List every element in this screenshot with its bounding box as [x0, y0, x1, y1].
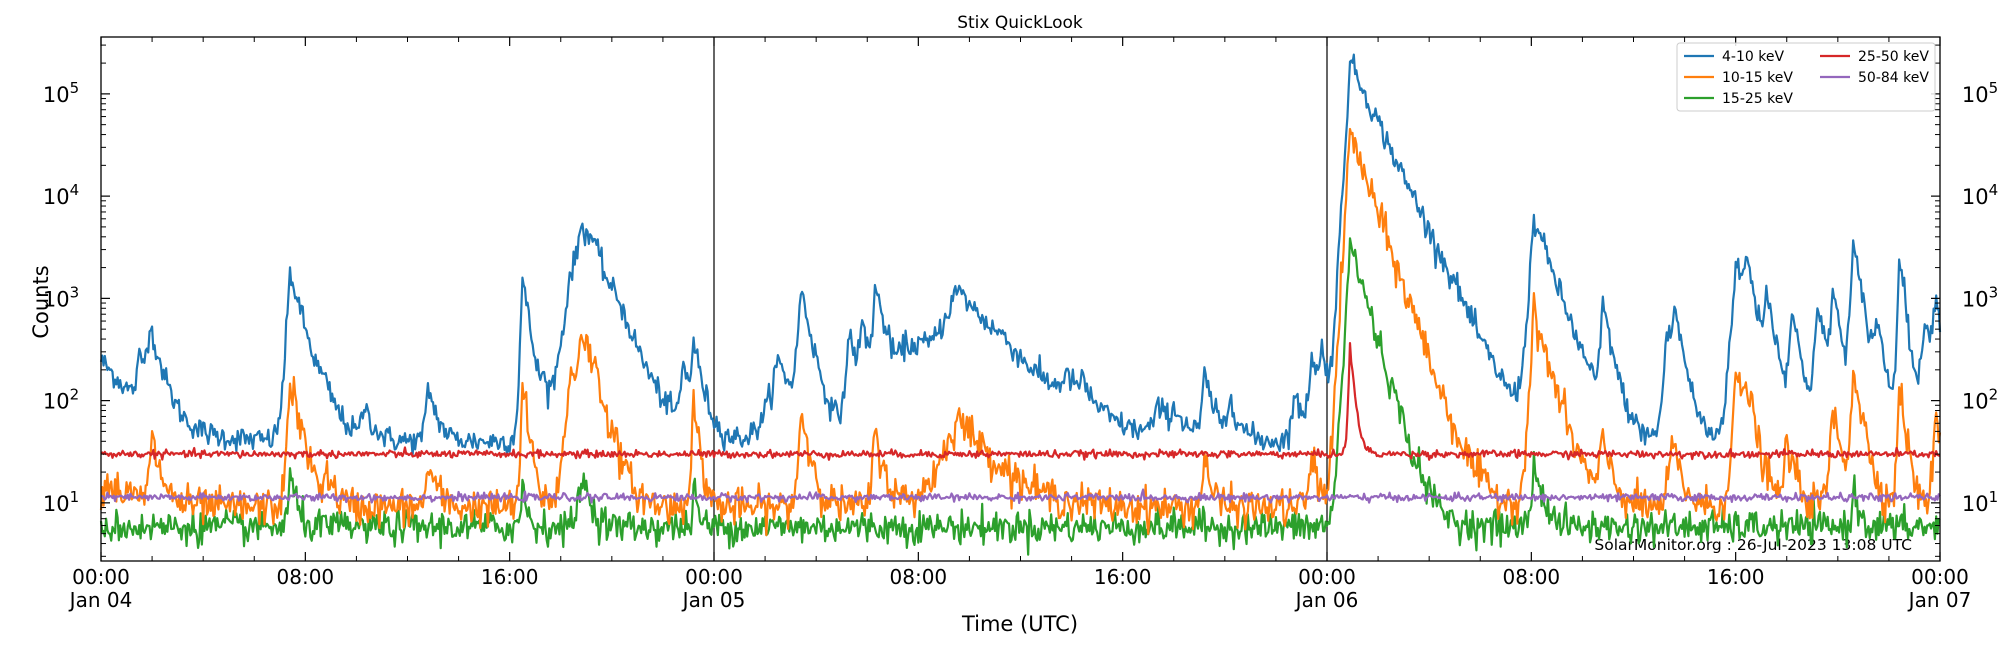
x-tick-label: 00:00 — [1298, 565, 1356, 589]
x-tick-label: 16:00 — [481, 565, 539, 589]
y-tick-label-right: 101 — [1962, 488, 1998, 516]
legend-label: 4-10 keV — [1722, 49, 1784, 65]
y-tick-label-right: 104 — [1962, 181, 1998, 209]
x-tick-date-label: Jan 04 — [68, 588, 133, 612]
series-line-25-50-kev — [100, 341, 1941, 461]
y-axis-label: Counts — [29, 265, 53, 338]
legend: 4-10 keV 10-15 keV 15-25 keV 25-50 keV 50-84… — [1676, 42, 1936, 112]
x-tick-date-label: Jan 06 — [1294, 588, 1359, 612]
x-tick-label: 08:00 — [277, 565, 335, 589]
x-tick-date-label: Jan 07 — [1907, 588, 1972, 612]
y-tick-label-left: 104 — [43, 181, 79, 209]
x-tick-label: 00:00 — [1911, 565, 1969, 589]
chart-title: Stix QuickLook — [957, 13, 1083, 33]
series-group — [99, 53, 1942, 556]
x-tick-date-label: Jan 05 — [681, 588, 746, 612]
y-tick-label-right: 102 — [1962, 386, 1998, 414]
x-tick-label: 08:00 — [1503, 565, 1561, 589]
watermark-label: SolarMonitor.org : 26-Jul-2023 13:08 UTC — [1594, 536, 1912, 554]
series-line-50-84-kev — [100, 488, 1941, 505]
legend-label: 10-15 keV — [1722, 70, 1793, 86]
series-line-10-15-kev — [99, 127, 1942, 537]
y-tick-label-left: 102 — [43, 386, 79, 414]
y-tick-label-right: 103 — [1962, 283, 1998, 311]
y-tick-label-left: 103 — [43, 283, 79, 311]
x-tick-label: 16:00 — [1094, 565, 1152, 589]
x-tick-label: 16:00 — [1707, 565, 1765, 589]
x-tick-label: 08:00 — [890, 565, 948, 589]
y-tick-label-left: 101 — [43, 488, 79, 516]
series-line-4-10-kev — [99, 53, 1942, 457]
legend-label: 15-25 keV — [1722, 91, 1793, 107]
x-tick-label: 00:00 — [72, 565, 130, 589]
y-tick-label-left: 105 — [43, 79, 79, 107]
x-tick-label: 00:00 — [685, 565, 743, 589]
x-axis-label: Time (UTC) — [961, 612, 1078, 636]
legend-box — [1676, 42, 1936, 112]
legend-label: 25-50 keV — [1858, 49, 1929, 65]
y-tick-label-right: 105 — [1962, 79, 1998, 107]
legend-label: 50-84 keV — [1858, 70, 1929, 86]
